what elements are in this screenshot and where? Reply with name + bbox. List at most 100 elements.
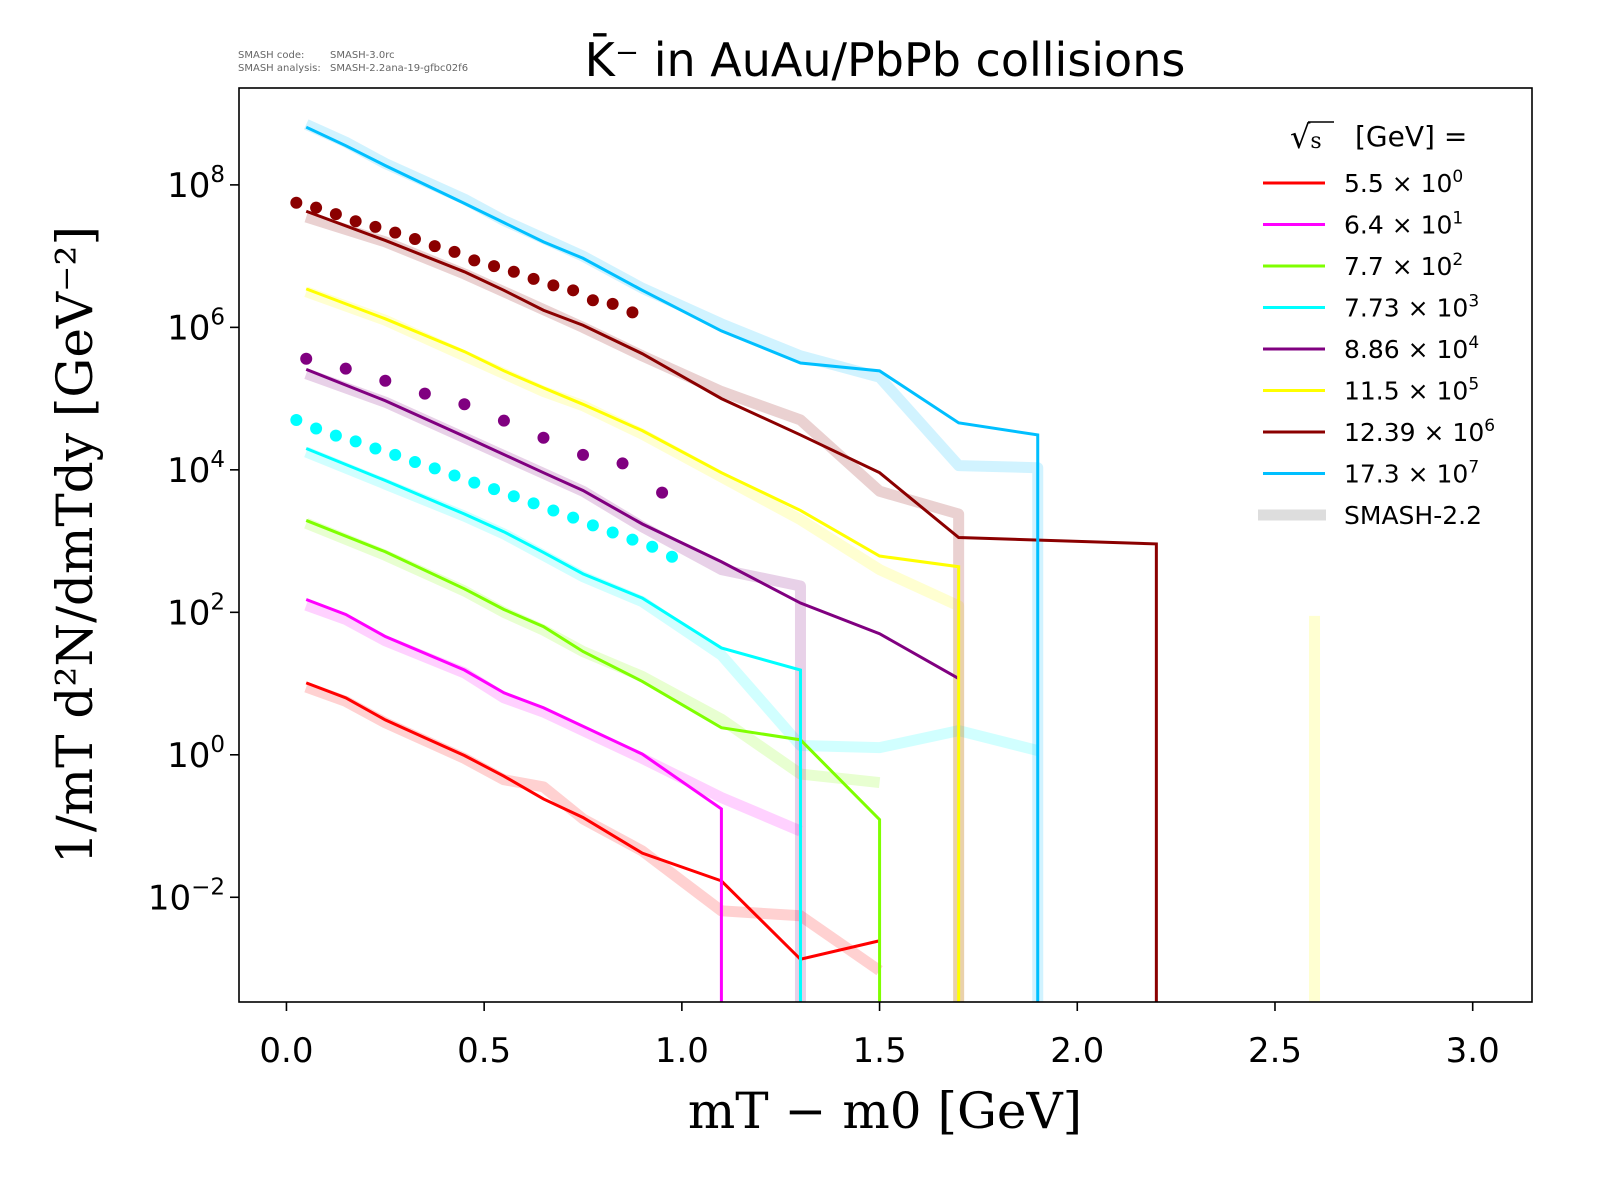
y-tick-label: 106 [167, 304, 225, 348]
x-axis-label: mT − m0 [GeV] [688, 1082, 1082, 1140]
data-point-12.39 [408, 233, 421, 246]
y-tick-label: 100 [167, 732, 225, 776]
data-point-12.39 [507, 265, 520, 278]
data-point-7.73 [389, 448, 402, 461]
series-line-8.86 [305, 368, 960, 680]
data-lines [305, 125, 1158, 1002]
data-point-8.86 [418, 387, 431, 400]
smash-band-17.3 [303, 119, 1044, 1002]
data-point-7.73 [329, 429, 342, 442]
series-line-5.5 [305, 681, 880, 961]
data-point-12.39 [547, 279, 560, 292]
legend-label-8.86: 8.86 × 104 [1344, 333, 1479, 364]
smash-code-label: SMASH code: [238, 50, 304, 61]
data-point-8.86 [616, 457, 629, 470]
y-tick-label: 10−2 [148, 874, 225, 918]
data-point-7.73 [567, 511, 580, 524]
data-point-7.73 [428, 462, 441, 475]
data-point-7.73 [527, 497, 540, 510]
legend-title: [GeV] = [1355, 120, 1467, 153]
data-point-7.73 [488, 483, 501, 496]
data-point-8.86 [577, 448, 590, 461]
data-point-8.86 [537, 431, 550, 444]
smash-analysis-value: SMASH-2.2ana-19-gfbc02f6 [330, 63, 468, 74]
data-point-7.73 [665, 550, 678, 563]
data-point-8.86 [656, 486, 669, 499]
data-point-12.39 [527, 272, 540, 285]
data-point-12.39 [626, 306, 639, 319]
legend-label-11.5: 11.5 × 105 [1344, 375, 1479, 406]
data-point-7.73 [547, 504, 560, 517]
x-tick-label: 2.0 [1050, 1031, 1104, 1071]
data-point-7.73 [468, 476, 481, 489]
smash-band-5.5 [304, 681, 883, 976]
series-line-17.3 [305, 125, 1040, 1002]
data-point-12.39 [586, 294, 599, 307]
x-tick-label: 0.5 [457, 1031, 511, 1071]
data-point-7.73 [448, 469, 461, 482]
legend-label-smash: SMASH-2.2 [1344, 501, 1482, 530]
x-tick-label: 1.5 [853, 1031, 907, 1071]
y-tick-label: 108 [167, 162, 225, 206]
data-point-8.86 [339, 362, 352, 375]
legend-label-12.39: 12.39 × 106 [1344, 416, 1495, 447]
data-point-12.39 [290, 196, 303, 209]
data-point-12.39 [349, 215, 362, 228]
data-point-7.73 [369, 442, 382, 455]
data-point-12.39 [606, 297, 619, 310]
smash-code-value: SMASH-3.0rc [330, 50, 395, 61]
x-tick-label: 0.0 [259, 1031, 313, 1071]
data-point-12.39 [488, 260, 501, 273]
legend-label-17.3: 17.3 × 107 [1344, 458, 1479, 489]
legend-label-6.4: 6.4 × 101 [1344, 209, 1463, 240]
series-line-7.73 [305, 447, 802, 1002]
experimental-points [290, 196, 678, 563]
data-point-12.39 [369, 220, 382, 233]
data-point-8.86 [379, 374, 392, 387]
smash-band-7.7 [304, 518, 881, 789]
plot-frame [238, 87, 1533, 1003]
x-tick-label: 3.0 [1446, 1031, 1500, 1071]
data-point-12.39 [468, 254, 481, 267]
smash-band-7.73 [304, 446, 1040, 756]
axes: 0.0 0.5 1.0 1.5 2.0 2.5 3.0 108 106 104 102 100 10−2 [148, 162, 1500, 1071]
chart-title: K̄⁻ in AuAu/PbPb collisions [585, 33, 1186, 87]
data-point-12.39 [389, 226, 402, 239]
legend: √s [GeV] = 5.5 × 100 6.4 × 101 7.7 × 102 7.… [1258, 118, 1495, 530]
legend-sqrt-symbol: √s [1290, 118, 1322, 156]
y-tick-label: 104 [167, 447, 225, 491]
x-tick-label: 1.0 [655, 1031, 709, 1071]
series-line-12.39 [305, 209, 1158, 1002]
data-point-8.86 [497, 414, 510, 427]
data-point-12.39 [329, 208, 342, 221]
legend-label-5.5: 5.5 × 100 [1344, 167, 1463, 198]
legend-label-7.73: 7.73 × 103 [1344, 292, 1479, 323]
data-point-8.86 [300, 352, 313, 365]
x-tick-label: 2.5 [1248, 1031, 1302, 1071]
smash-analysis-label: SMASH analysis: [238, 63, 321, 74]
data-point-12.39 [310, 201, 323, 214]
smash-bands [303, 119, 1321, 1002]
y-axis-label: 1/mT d²N/dmTdy [GeV⁻²] [46, 226, 104, 864]
data-point-12.39 [448, 245, 461, 258]
smash-band-8.86 [304, 368, 806, 1002]
smash-band-6.4 [304, 600, 803, 837]
series-line-7.7 [305, 519, 882, 1002]
data-point-7.73 [349, 435, 362, 448]
data-point-8.86 [458, 398, 471, 411]
data-point-7.73 [408, 456, 421, 469]
y-tick-label: 102 [167, 589, 225, 633]
data-point-7.73 [290, 413, 303, 426]
smash-band-11.5 [304, 286, 965, 1002]
series-line-11.5 [305, 287, 961, 1002]
data-point-12.39 [567, 284, 580, 297]
data-point-7.73 [626, 533, 639, 546]
series-line-6.4 [305, 598, 723, 1002]
data-point-7.73 [586, 519, 599, 532]
data-point-12.39 [428, 240, 441, 253]
data-point-7.73 [310, 422, 323, 435]
data-point-7.73 [507, 490, 520, 503]
data-point-7.73 [646, 540, 659, 553]
legend-label-7.7: 7.7 × 102 [1344, 250, 1463, 281]
